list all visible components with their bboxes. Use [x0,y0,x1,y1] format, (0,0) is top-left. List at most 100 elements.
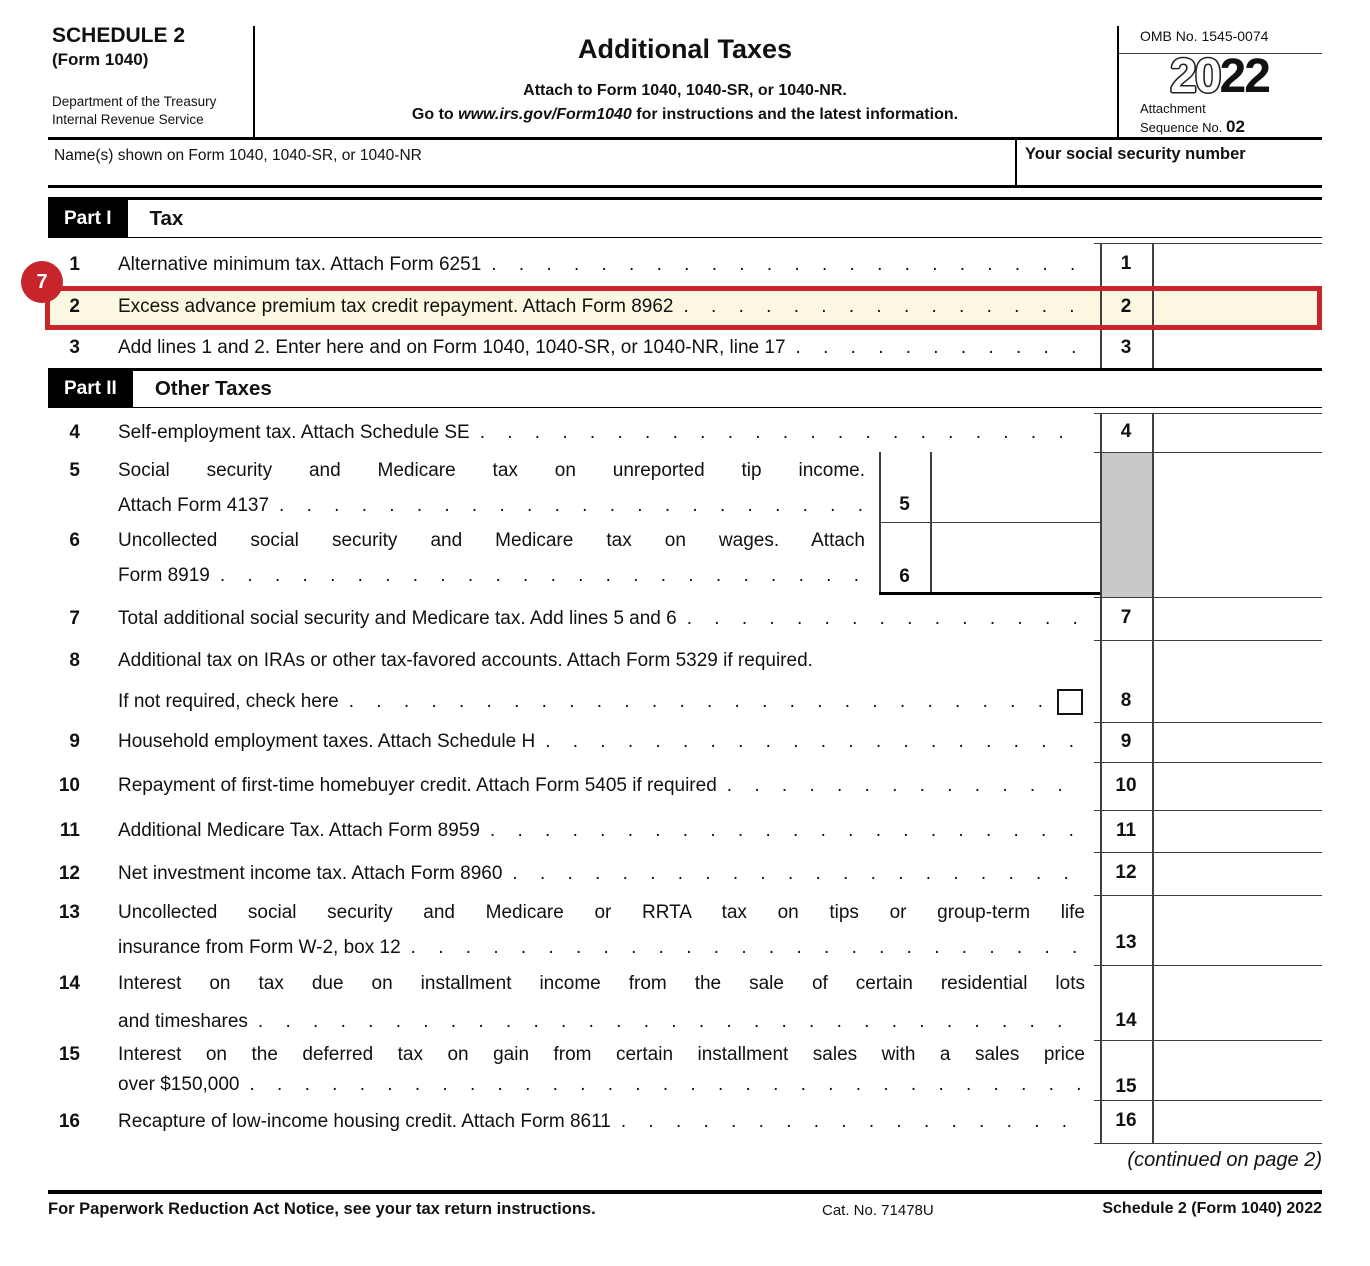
row-11-text: Additional Medicare Tax. Attach Form 895… [118,810,1085,852]
line4-amount-field[interactable] [1152,413,1322,452]
row-1: 1 Alternative minimum tax. Attach Form 62… [48,243,1322,286]
row-4: 4 Self-employment tax. Attach Schedule SE… [48,413,1322,452]
row-13: 13 Uncollected social security and Medica… [48,895,1322,965]
row-16-number: 16 [58,1111,80,1132]
attachment-label: Attachment [1140,101,1206,116]
row-15-label1: Interest on the deferred tax on gain fro… [118,1044,1085,1065]
rule-horizontal [48,185,1322,188]
line12-amount-field[interactable] [1152,852,1322,895]
rule-horizontal [1094,965,1322,966]
name-field[interactable] [48,140,1015,186]
line15-amount-field[interactable] [1152,1040,1322,1100]
row-4-number: 4 [69,422,80,443]
row-13-line2: insurance from Form W-2, box 12 . . . . .… [118,931,1085,965]
sequence-text: Sequence No. [1140,120,1227,135]
line9-amount-field[interactable] [1152,722,1322,762]
row-6-line1: Uncollected social security and Medicare… [118,522,865,560]
annotation-badge: 7 [21,261,63,303]
row-5-line1: Social security and Medicare tax on unre… [118,452,865,490]
row-14-text: Interest on tax due on installment incom… [118,965,1085,1040]
row-5: 5 Social security and Medicare tax on unr… [48,452,1322,522]
line6-amount-field[interactable] [930,522,1100,592]
row-6-line2: Form 8919 . . . . . . . . . . . . . . . .… [118,560,865,592]
rule-horizontal [1094,452,1322,453]
dot-leader: . . . . . . . . . . . . . . . . . . . . … [489,820,1085,841]
line14-box-number: 14 [1115,1010,1137,1031]
form-subtitle-goto: Go to www.irs.gov/Form1040 for instructi… [253,106,1117,124]
row-12-line1: Net investment income tax. Attach Form 8… [118,852,1085,895]
year-outline-part: 20 [1170,50,1221,103]
rule-horizontal [1094,597,1322,598]
rule-horizontal [1094,722,1322,723]
row-7-label1: Total additional social security and Med… [118,608,677,629]
dot-leader: . . . . . . . . . . . . . . . . . . . . … [726,775,1085,796]
tax-year: 2022 [1117,53,1322,101]
row-10: 10 Repayment of first-time homebuyer cred… [48,762,1322,810]
line13-box-number: 13 [1115,932,1137,953]
line3-amount-field[interactable] [1152,328,1322,368]
row-4-line1: Self-employment tax. Attach Schedule SE.… [118,413,1085,452]
line1-amount-field[interactable] [1152,243,1322,286]
line7-amount-field[interactable] [1152,597,1322,640]
row-15-text: Interest on the deferred tax on gain fro… [118,1040,1085,1100]
row-7: 7 Total additional social security and Me… [48,597,1322,640]
row-6-label2: Form 8919 [118,565,210,586]
dot-leader: . . . . . . . . . . . . . . . . . . . . … [219,565,865,586]
form-number-label: (Form 1040) [52,50,149,69]
rule-horizontal [1094,1040,1322,1041]
dot-leader: . . . . . . . . . . . . . . . . . . . . … [279,495,865,516]
rule-horizontal [1094,1143,1322,1144]
row-12-text: Net investment income tax. Attach Form 8… [118,852,1085,895]
rule-horizontal [1117,53,1322,54]
dot-leader: . . . . . . . . . . . . . . . . . . . . … [410,937,1085,958]
row-10-label1: Repayment of first-time homebuyer credit… [118,775,717,796]
line8-amount-field[interactable] [1152,640,1322,722]
omb-number: OMB No. 1545-0074 [1140,28,1269,44]
line13-amount-field[interactable] [1152,895,1322,965]
name-field-label: Name(s) shown on Form 1040, 1040-SR, or … [54,147,422,164]
row-12-number: 12 [58,863,80,884]
continued-note: (continued on page 2) [1127,1149,1322,1171]
rule-vertical [1100,243,1102,368]
row-8-line2: If not required, check here . . . . . . .… [118,682,1085,722]
row-14-label2: and timeshares [118,1011,248,1032]
row-6-number: 6 [69,530,80,551]
row-4-label1: Self-employment tax. Attach Schedule SE [118,422,470,443]
ssn-field[interactable] [1015,140,1322,186]
row-15-line2: over $150,000 . . . . . . . . . . . . . .… [118,1070,1085,1100]
row-13-text: Uncollected social security and Medicare… [118,895,1085,965]
row-9-number: 9 [69,731,80,752]
row-10-line1: Repayment of first-time homebuyer credit… [118,762,1085,810]
form-title: Additional Taxes [577,34,793,64]
row-1-label1: Alternative minimum tax. Attach Form 625… [118,254,482,275]
irs-url: www.irs.gov/Form1040 [458,106,632,123]
line11-amount-field[interactable] [1152,810,1322,852]
row-7-line1: Total additional social security and Med… [118,597,1085,640]
part2-band: Part II Other Taxes [48,368,1322,408]
line3-box-number: 3 [1120,337,1132,358]
line8-box-number: 8 [1120,690,1132,711]
agency-line2: Internal Revenue Service [52,112,204,127]
row-7-number: 7 [69,608,80,629]
row-5-label2: Attach Form 4137 [118,495,270,516]
row-11-line1: Additional Medicare Tax. Attach Form 895… [118,810,1085,852]
line5-amount-field[interactable] [930,452,1100,522]
row-3-line1: Add lines 1 and 2. Enter here and on For… [118,328,1085,368]
row-16-line1: Recapture of low-income housing credit. … [118,1100,1085,1143]
row-8-text: Additional tax on IRAs or other tax-favo… [118,640,1085,722]
row-10-number: 10 [58,775,80,796]
row-15-label2: over $150,000 [118,1074,240,1095]
row-13-number: 13 [58,902,80,923]
line10-amount-field[interactable] [1152,762,1322,810]
row-14-line1: Interest on tax due on installment incom… [118,965,1085,1003]
row-2-text: Excess advance premium tax credit repaym… [118,286,1085,328]
line8-not-required-checkbox[interactable] [1057,689,1083,715]
line14-amount-field[interactable] [1152,965,1322,1040]
row-12: 12 Net investment income tax. Attach Form… [48,852,1322,895]
line16-amount-field[interactable] [1152,1100,1322,1143]
rule-vertical [1100,413,1102,1143]
rule-vertical [1015,140,1017,185]
rule-horizontal [1094,810,1322,811]
rule-horizontal [48,1190,1322,1194]
